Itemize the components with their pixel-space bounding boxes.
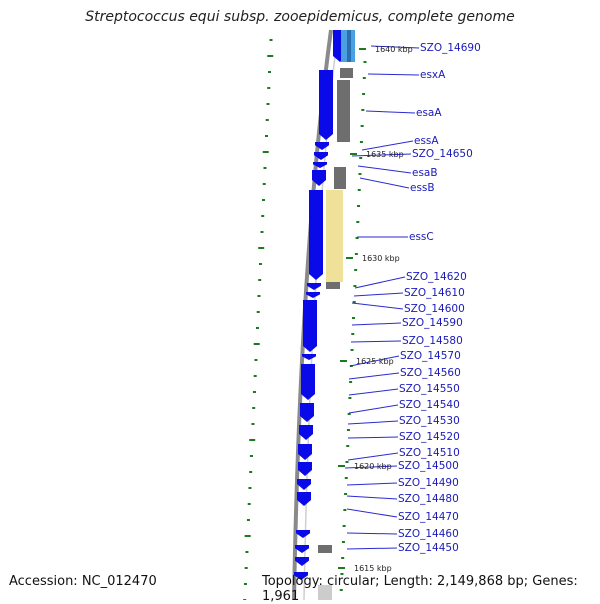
label-leader-line — [347, 436, 399, 439]
gene-label: SZO_14690 — [420, 42, 481, 54]
scale-label: 1625 kbp — [356, 357, 394, 366]
label-leader-line — [346, 495, 398, 500]
feature-tracks — [292, 29, 355, 600]
gene-label: SZO_14530 — [399, 415, 460, 427]
gene-label: SZO_14550 — [399, 383, 460, 395]
gene-forward-arrow — [306, 292, 320, 298]
label-leader-line — [370, 45, 420, 49]
tick-marks — [243, 39, 367, 600]
gene-forward-arrow — [314, 152, 328, 160]
gene-label: SZO_14620 — [406, 271, 467, 283]
gene-label: SZO_14610 — [404, 287, 465, 299]
cds-feature-lightgray — [318, 585, 332, 600]
cds-feature-lightblue-edge — [347, 30, 351, 62]
label-leader-line — [351, 302, 404, 310]
label-leader-line — [346, 508, 398, 518]
gene-forward-arrow — [296, 530, 310, 538]
gene-forward-arrow — [297, 492, 311, 506]
label-leader-line — [354, 276, 406, 289]
gene-label: SZO_14590 — [402, 317, 463, 329]
label-leader-line — [351, 153, 412, 157]
label-leader-line — [346, 547, 398, 550]
scale-label: 1635 kbp — [366, 150, 404, 159]
gene-forward-arrow — [295, 545, 309, 553]
label-leader-line — [348, 404, 399, 414]
label-leader-line — [365, 110, 416, 114]
gene-forward-arrow — [319, 70, 333, 140]
label-leader-line — [347, 452, 399, 461]
scale-label: 1615 kbp — [354, 564, 392, 573]
scale-label: 1620 kbp — [354, 462, 392, 471]
label-leader-line — [346, 532, 398, 535]
gene-label: SZO_14560 — [400, 367, 461, 379]
gene-forward-arrow — [313, 162, 327, 168]
gene-forward-arrow — [298, 462, 312, 476]
label-leader-line — [347, 420, 399, 425]
gene-forward-arrow — [307, 283, 321, 290]
gene-forward-arrow — [298, 444, 312, 460]
cds-feature-gray — [326, 282, 340, 289]
gene-label: esxA — [420, 69, 446, 81]
gene-forward-arrow — [297, 479, 311, 490]
gene-label: SZO_14570 — [400, 350, 461, 362]
label-leader-line — [349, 355, 400, 367]
label-leaders — [344, 45, 420, 550]
gene-label: esaA — [416, 107, 442, 119]
label-leader-line — [357, 165, 412, 174]
gene-label: SZO_14580 — [402, 335, 463, 347]
label-leader-line — [359, 177, 410, 189]
gene-forward-arrow — [312, 170, 326, 186]
label-leader-line — [346, 482, 398, 486]
gene-forward-arrow — [302, 354, 316, 360]
gene-forward-arrow — [295, 557, 309, 566]
genome-title: Streptococcus equi subsp. zooepidemicus,… — [85, 9, 515, 25]
label-leader-line — [353, 292, 404, 297]
gene-label: SZO_14460 — [398, 528, 459, 540]
gene-label: SZO_14490 — [398, 477, 459, 489]
gene-label: SZO_14540 — [399, 399, 460, 411]
label-leader-line — [344, 465, 398, 469]
gene-forward-arrow — [303, 300, 317, 352]
label-leader-line — [348, 372, 400, 380]
gene-forward-arrow — [300, 403, 314, 422]
cds-feature-gray — [334, 167, 346, 189]
label-leader-line — [361, 140, 414, 151]
gene-label: SZO_14600 — [404, 303, 465, 315]
gene-forward-arrow — [315, 142, 329, 150]
gene-label: essB — [410, 182, 435, 194]
cds-feature-gray — [337, 80, 350, 142]
gene-label: SZO_14480 — [398, 493, 459, 505]
gene-forward-arrow — [294, 572, 308, 580]
gene-label: esaB — [412, 167, 438, 179]
label-leader-line — [348, 388, 399, 396]
label-leader-line — [351, 322, 402, 326]
scale-label: 1640 kbp — [375, 45, 413, 54]
gene-label: SZO_14500 — [398, 460, 459, 472]
cds-feature-gray — [318, 545, 332, 553]
gene-label: SZO_14450 — [398, 542, 459, 554]
gene-label: SZO_14470 — [398, 511, 459, 523]
scale-labels: 1640 kbp 1635 kbp 1630 kbp 1625 kbp 1620 kbp… — [338, 45, 413, 573]
gene-forward-arrow — [299, 425, 313, 440]
scale-label: 1630 kbp — [362, 254, 400, 263]
label-leader-line — [350, 340, 402, 343]
accession-label: Accession: NC_012470 — [9, 574, 157, 589]
cds-feature-gray — [340, 68, 353, 78]
gene-label: SZO_14520 — [399, 431, 460, 443]
gene-forward-arrow — [301, 364, 315, 400]
gene-forward-arrow — [309, 190, 323, 280]
gene-label: SZO_14510 — [399, 447, 460, 459]
gene-label: essA — [414, 135, 439, 147]
label-leader-line — [367, 73, 420, 76]
gene-label: SZO_14650 — [412, 148, 473, 160]
gene-label: essC — [409, 231, 434, 243]
cds-feature-yellow — [326, 190, 343, 282]
